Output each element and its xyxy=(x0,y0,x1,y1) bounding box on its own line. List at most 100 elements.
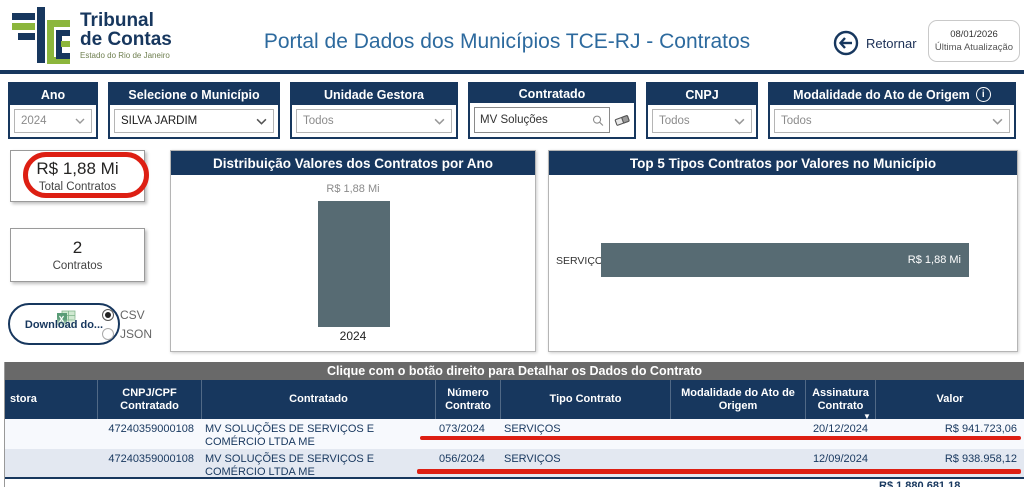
cell-gestora xyxy=(5,419,97,451)
cell-tipo: SERVIÇOS xyxy=(504,423,561,435)
kpi-contratos-count: 2 Contratos xyxy=(10,228,145,282)
last-update-box: 08/01/2026 Última Atualização xyxy=(928,20,1020,62)
cell-contratado: MV SOLUÇÕES DE SERVIÇOS E COMÉRCIO LTDA … xyxy=(205,423,375,448)
chart1-axis-label: 2024 xyxy=(339,329,367,343)
cell-assinatura: 20/12/2024 xyxy=(812,423,868,435)
logo-text: Tribunal de Contas Estado do Rio de Jane… xyxy=(80,11,172,60)
chart-distribuicao-valores: Distribuição Valores dos Contratos por A… xyxy=(170,150,536,352)
chart1-bar-2024[interactable] xyxy=(318,201,390,327)
filter-ano: Ano 2024 xyxy=(8,82,98,139)
filter-bar: Ano 2024 Selecione o Município SILVA JAR… xyxy=(8,82,1016,139)
radio-csv[interactable]: CSV xyxy=(102,308,152,322)
download-format-options: CSV JSON xyxy=(102,308,152,341)
contracts-table: Clique com o botão direito para Detalhar… xyxy=(4,362,1024,487)
table-total-divider xyxy=(5,477,1024,479)
chart2-category-label: SERVIÇOS xyxy=(556,255,611,267)
filter-municipio-value: SILVA JARDIM xyxy=(121,115,198,127)
filter-cnpj-dropdown[interactable]: Todos xyxy=(652,109,752,133)
cell-assinatura: 12/09/2024 xyxy=(812,453,868,465)
col-header-numero[interactable]: Número Contrato xyxy=(435,380,500,419)
col-header-assinatura[interactable]: Assinatura Contrato xyxy=(805,380,875,419)
chevron-down-icon xyxy=(992,118,1003,125)
kpi-count-label: Contratos xyxy=(52,260,103,272)
chevron-down-icon xyxy=(434,118,445,125)
chart1-title: Distribuição Valores dos Contratos por A… xyxy=(171,151,535,175)
chevron-down-icon xyxy=(256,118,267,125)
cell-modalidade xyxy=(670,449,805,481)
cell-contratado: MV SOLUÇÕES DE SERVIÇOS E COMÉRCIO LTDA … xyxy=(205,453,375,478)
kpi-count-value: 2 xyxy=(72,238,83,257)
col-header-cnpj[interactable]: CNPJ/CPF Contratado xyxy=(97,380,201,419)
chevron-down-icon xyxy=(734,118,745,125)
filter-unidade-value: Todos xyxy=(303,115,334,127)
cell-valor: R$ 938.958,12 xyxy=(944,453,1017,465)
filter-cnpj-value: Todos xyxy=(659,115,690,127)
cell-numero: 056/2024 xyxy=(439,453,485,465)
radio-json[interactable]: JSON xyxy=(102,327,152,341)
chart2-bar-servicos[interactable]: R$ 1,88 Mi xyxy=(601,243,969,277)
search-icon[interactable] xyxy=(592,114,604,127)
kpi-total-value: R$ 1,88 Mi xyxy=(36,159,119,178)
table-total-row: R$ 1.880.681,18 xyxy=(5,479,1024,487)
page-title: Portal de Dados dos Municípios TCE-RJ - … xyxy=(263,30,751,53)
filter-cnpj: CNPJ Todos xyxy=(646,82,758,139)
last-update-date: 08/01/2026 xyxy=(950,29,998,40)
filter-unidade-label: Unidade Gestora xyxy=(292,84,456,105)
table-banner: Clique com o botão direito para Detalhar… xyxy=(5,362,1024,380)
cell-numero: 073/2024 xyxy=(439,423,485,435)
contratado-search-box xyxy=(474,107,610,133)
filter-municipio-label: Selecione o Município xyxy=(110,84,278,105)
tce-logo-mark xyxy=(12,7,70,64)
cell-valor: R$ 941.723,06 xyxy=(944,423,1017,435)
chevron-down-icon xyxy=(75,118,85,124)
info-icon[interactable]: i xyxy=(975,87,991,102)
filter-municipio: Selecione o Município SILVA JARDIM xyxy=(108,82,280,139)
filter-modalidade-dropdown[interactable]: Todos xyxy=(774,109,1010,133)
radio-json-unselected-icon xyxy=(102,328,114,340)
filter-contratado: Contratado xyxy=(468,82,636,139)
sort-descending-icon[interactable]: ▼ xyxy=(863,412,871,421)
logo-line1: Tribunal xyxy=(80,9,154,31)
filter-cnpj-label: CNPJ xyxy=(648,84,756,105)
filter-unidade-dropdown[interactable]: Todos xyxy=(296,109,452,133)
download-button-label: Download do... xyxy=(24,319,104,331)
col-header-valor[interactable]: Valor xyxy=(875,380,1024,419)
header-divider xyxy=(0,70,1024,74)
radio-csv-selected-icon xyxy=(102,309,114,321)
table-row[interactable]: 47240359000108 MV SOLUÇÕES DE SERVIÇOS E… xyxy=(5,449,1024,478)
cell-gestora xyxy=(5,449,97,481)
contratado-search-input[interactable] xyxy=(480,114,593,126)
kpi-total-label: Total Contratos xyxy=(38,181,117,193)
radio-json-label: JSON xyxy=(120,327,153,341)
filter-ano-dropdown[interactable]: 2024 xyxy=(14,109,92,133)
back-arrow-icon xyxy=(833,30,859,56)
kpi-total-contratos: R$ 1,88 Mi Total Contratos xyxy=(10,150,145,202)
chart-top5-tipos: Top 5 Tipos Contratos por Valores no Mun… xyxy=(548,150,1018,352)
filter-modalidade-value: Todos xyxy=(781,115,812,127)
filter-modalidade: Modalidade do Ato de Origem i Todos xyxy=(768,82,1016,139)
cell-tipo: SERVIÇOS xyxy=(504,453,561,465)
retornar-button[interactable]: Retornar xyxy=(833,30,917,56)
filter-modalidade-label: Modalidade do Ato de Origem xyxy=(793,87,970,102)
logo-line2: de Contas xyxy=(80,28,172,50)
col-header-gestora[interactable]: stora xyxy=(10,393,37,405)
col-header-contratado[interactable]: Contratado xyxy=(201,380,435,419)
retornar-label: Retornar xyxy=(866,35,917,51)
col-header-tipo[interactable]: Tipo Contrato xyxy=(500,380,670,419)
cell-modalidade xyxy=(670,419,805,451)
cell-cnpj: 47240359000108 xyxy=(108,423,194,435)
last-update-label: Última Atualização xyxy=(934,42,1014,53)
chart1-bar-value-label: R$ 1,88 Mi xyxy=(326,183,380,195)
eraser-icon[interactable] xyxy=(614,113,630,127)
filter-unidade-gestora: Unidade Gestora Todos xyxy=(290,82,458,139)
chart2-title: Top 5 Tipos Contratos por Valores no Mun… xyxy=(549,151,1017,175)
col-header-modalidade[interactable]: Modalidade do Ato de Origem xyxy=(670,380,805,419)
radio-csv-label: CSV xyxy=(120,308,145,322)
download-button[interactable]: Download do... xyxy=(8,303,120,345)
total-valor: R$ 1.880.681,18 xyxy=(879,480,961,487)
filter-municipio-dropdown[interactable]: SILVA JARDIM xyxy=(114,109,274,133)
cell-cnpj: 47240359000108 xyxy=(108,453,194,465)
filter-contratado-label: Contratado xyxy=(470,84,634,103)
table-row[interactable]: 47240359000108 MV SOLUÇÕES DE SERVIÇOS E… xyxy=(5,419,1024,449)
chart2-bar-value-label: R$ 1,88 Mi xyxy=(907,254,961,266)
